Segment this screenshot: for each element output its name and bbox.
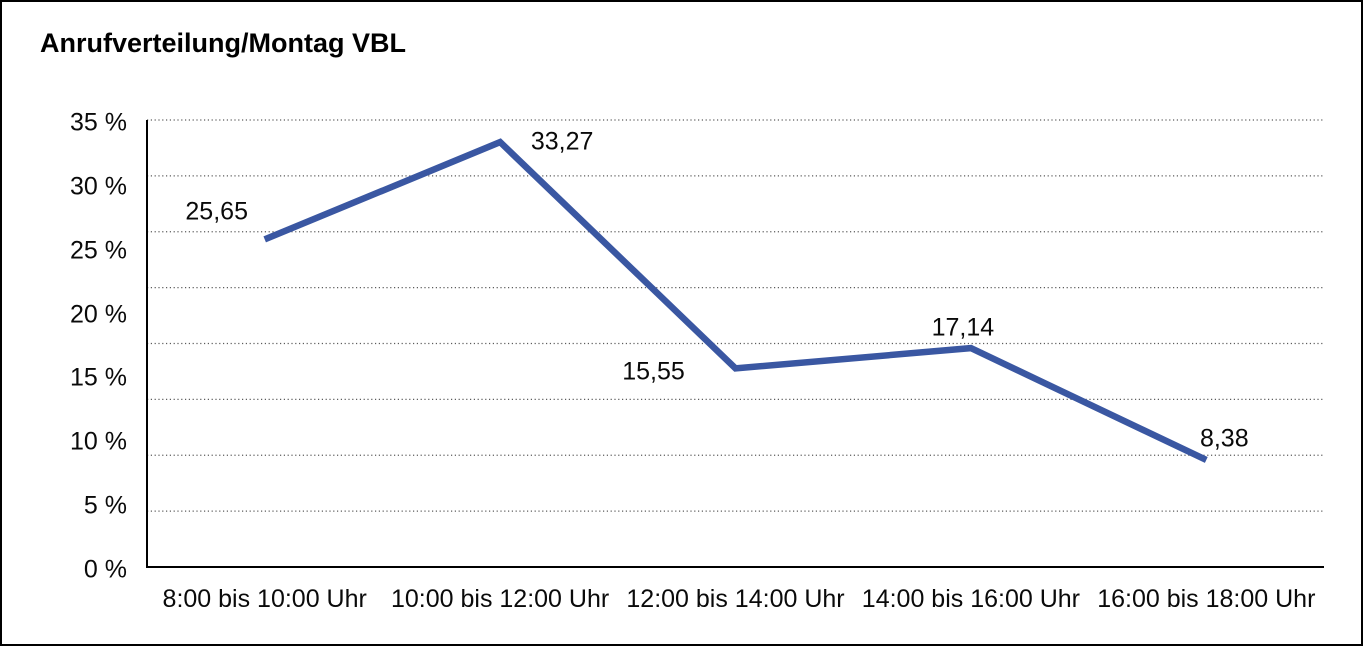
data-point-label: 15,55 — [622, 357, 685, 386]
data-series-line — [263, 138, 1208, 463]
data-point-label: 25,65 — [185, 197, 248, 226]
data-point-label: 8,38 — [1199, 424, 1249, 453]
x-category-label: 12:00 bis 14:00 Uhr — [626, 585, 845, 613]
data-point-label: 17,14 — [931, 313, 995, 342]
y-tick-label: 30 % — [70, 172, 127, 201]
y-tick-label: 0 % — [83, 555, 127, 584]
x-category-label: 14:00 bis 16:00 Uhr — [861, 585, 1080, 613]
y-tick-label: 25 % — [70, 236, 127, 265]
chart-title: Anrufverteilung/Montag VBL — [40, 28, 406, 58]
y-tick-label: 10 % — [70, 427, 127, 456]
x-category-label: 8:00 bis 10:00 Uhr — [162, 585, 367, 613]
y-tick-label: 5 % — [83, 491, 127, 520]
y-tick-label: 15 % — [70, 363, 127, 392]
data-point-label: 33,27 — [530, 127, 594, 156]
x-category-label: 10:00 bis 12:00 Uhr — [390, 585, 610, 613]
y-tick-label: 20 % — [70, 300, 127, 329]
x-category-label: 16:00 bis 18:00 Uhr — [1097, 585, 1316, 613]
y-tick-label: 35 % — [70, 108, 127, 137]
